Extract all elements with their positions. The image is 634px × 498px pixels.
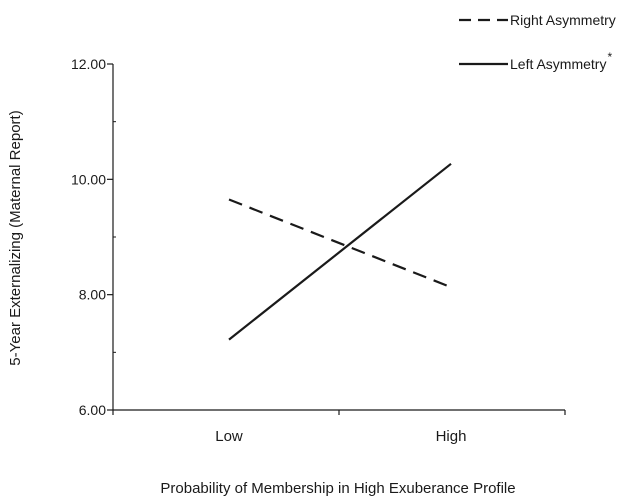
y-tick-label: 6.00 xyxy=(79,402,106,418)
y-axis-title: 5-Year Externalizing (Maternal Report) xyxy=(7,110,24,365)
x-tick-label: Low xyxy=(215,428,243,445)
series-line-right-asymmetry xyxy=(228,198,452,289)
y-axis: 6.00 8.00 10.00 12.00 xyxy=(71,56,116,418)
legend-label: Right Asymmetry xyxy=(510,12,616,28)
legend-marker: * xyxy=(607,50,612,64)
y-tick-label: 8.00 xyxy=(79,287,106,303)
series-line-left-asymmetry xyxy=(228,162,452,341)
legend-label: Left Asymmetry xyxy=(510,56,606,72)
y-tick-label: 12.00 xyxy=(71,56,106,72)
x-axis-title: Probability of Membership in High Exuber… xyxy=(160,480,515,497)
legend: Right Asymmetry Left Asymmetry * xyxy=(459,12,616,72)
x-axis: Low High xyxy=(112,409,566,445)
x-tick-label: High xyxy=(436,428,467,445)
y-tick-label: 10.00 xyxy=(71,171,106,187)
series-lines xyxy=(228,162,452,341)
